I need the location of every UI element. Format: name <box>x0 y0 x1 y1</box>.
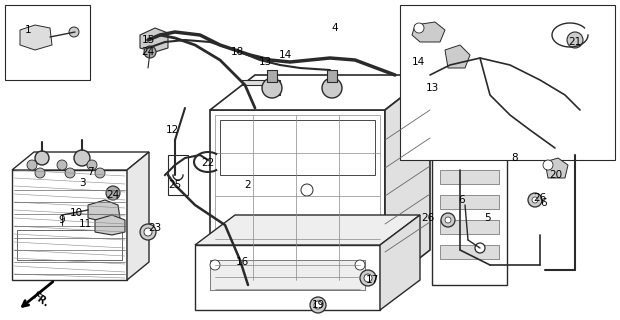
Text: 20: 20 <box>549 170 562 180</box>
Text: 26: 26 <box>533 193 547 203</box>
Bar <box>267 70 277 82</box>
Text: 17: 17 <box>365 275 379 285</box>
Polygon shape <box>432 110 507 285</box>
Text: 22: 22 <box>202 158 215 168</box>
Text: 21: 21 <box>569 37 582 47</box>
Text: 6: 6 <box>541 198 547 208</box>
Text: 1: 1 <box>25 25 32 35</box>
Text: 14: 14 <box>278 50 291 60</box>
Text: 18: 18 <box>231 47 244 57</box>
Circle shape <box>144 228 152 236</box>
Text: 13: 13 <box>259 57 272 67</box>
Text: 3: 3 <box>79 178 86 188</box>
Circle shape <box>414 23 424 33</box>
Text: 2: 2 <box>245 180 251 190</box>
Polygon shape <box>380 215 420 310</box>
Circle shape <box>441 213 455 227</box>
Bar <box>327 70 337 82</box>
Circle shape <box>364 274 372 282</box>
Circle shape <box>87 160 97 170</box>
Circle shape <box>360 270 376 286</box>
Polygon shape <box>140 28 168 52</box>
Bar <box>400 5 615 160</box>
Text: 25: 25 <box>169 180 182 190</box>
Polygon shape <box>445 45 470 68</box>
Polygon shape <box>195 215 420 245</box>
Polygon shape <box>88 200 120 222</box>
Polygon shape <box>210 75 430 110</box>
Text: 15: 15 <box>141 35 154 45</box>
Circle shape <box>74 150 90 166</box>
Bar <box>440 120 499 134</box>
Text: 7: 7 <box>87 167 94 177</box>
Bar <box>5 5 90 80</box>
Circle shape <box>262 78 282 98</box>
Polygon shape <box>385 75 430 285</box>
Circle shape <box>144 46 156 58</box>
Polygon shape <box>412 22 445 42</box>
Circle shape <box>310 297 326 313</box>
Polygon shape <box>195 245 380 310</box>
Polygon shape <box>12 152 149 170</box>
Text: 11: 11 <box>78 219 92 229</box>
Polygon shape <box>12 170 127 280</box>
Text: 10: 10 <box>69 208 82 218</box>
Circle shape <box>314 301 322 309</box>
Text: FR.: FR. <box>30 291 50 309</box>
Bar <box>440 245 499 259</box>
Bar <box>220 120 375 175</box>
Text: 14: 14 <box>412 57 425 67</box>
Circle shape <box>95 168 105 178</box>
Text: 13: 13 <box>425 83 438 93</box>
Circle shape <box>65 168 75 178</box>
Text: 5: 5 <box>485 213 491 223</box>
Circle shape <box>532 197 538 203</box>
Circle shape <box>57 160 67 170</box>
Polygon shape <box>210 110 385 285</box>
Bar <box>440 195 499 209</box>
Text: 16: 16 <box>236 257 249 267</box>
Text: 24: 24 <box>141 47 154 57</box>
Text: 19: 19 <box>311 300 325 310</box>
Bar <box>440 170 499 184</box>
Circle shape <box>35 151 49 165</box>
Polygon shape <box>432 75 529 110</box>
Circle shape <box>567 32 583 48</box>
Circle shape <box>301 184 313 196</box>
Text: 8: 8 <box>512 153 518 163</box>
Circle shape <box>445 217 451 223</box>
Polygon shape <box>95 215 125 235</box>
Text: 9: 9 <box>59 215 65 225</box>
Polygon shape <box>20 25 52 50</box>
Bar <box>210 260 365 290</box>
Bar <box>440 145 499 159</box>
Circle shape <box>355 260 365 270</box>
Circle shape <box>106 186 120 200</box>
Text: 26: 26 <box>422 213 435 223</box>
Bar <box>17 230 122 260</box>
Circle shape <box>475 243 485 253</box>
Polygon shape <box>127 152 149 280</box>
Bar <box>440 220 499 234</box>
Circle shape <box>27 160 37 170</box>
Circle shape <box>528 193 542 207</box>
Text: 6: 6 <box>459 195 466 205</box>
Bar <box>215 115 380 280</box>
Bar <box>168 155 188 195</box>
Text: 24: 24 <box>107 190 120 200</box>
Circle shape <box>543 160 553 170</box>
Text: 12: 12 <box>166 125 179 135</box>
Circle shape <box>140 224 156 240</box>
Text: 23: 23 <box>148 223 162 233</box>
Circle shape <box>69 27 79 37</box>
Polygon shape <box>545 158 568 178</box>
Polygon shape <box>242 80 280 95</box>
Text: 4: 4 <box>332 23 339 33</box>
Circle shape <box>210 260 220 270</box>
Circle shape <box>35 168 45 178</box>
Circle shape <box>322 78 342 98</box>
